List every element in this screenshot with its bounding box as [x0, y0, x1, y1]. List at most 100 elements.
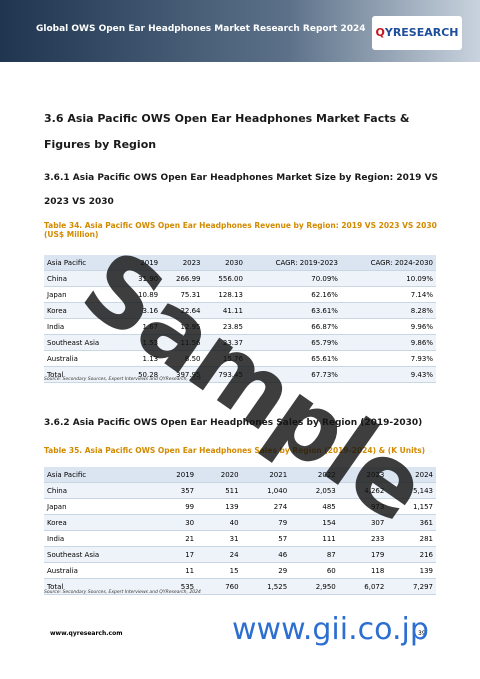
cell: 307	[338, 514, 388, 531]
cell: 281	[387, 530, 436, 547]
cell: 22.64	[161, 302, 204, 319]
table-row: India 1.67 12.95 23.85 66.87% 9.96%	[44, 318, 436, 335]
cell: 8.50	[161, 350, 204, 367]
cell: 973	[338, 498, 388, 515]
column-header: 2023	[161, 255, 204, 271]
row-label: Total	[44, 578, 153, 595]
source: Source: Secondary Sources, Expert Interv…	[44, 590, 201, 595]
cell: 7.93%	[340, 350, 436, 367]
table-row: Southeast Asia 1.53 11.56 23.37 65.79% 9.86%	[44, 334, 436, 351]
source: Source: Secondary Sources, Expert Interv…	[44, 377, 201, 382]
table-row: Japan 99 139 274 485 973 1,157	[44, 498, 436, 515]
cell: 1.53	[124, 334, 162, 351]
row-label: Southeast Asia	[44, 334, 125, 351]
subheading: 3.6.2 Asia Pacific OWS Open Ear Headphon…	[44, 418, 423, 428]
cell: 3.16	[124, 302, 162, 319]
column-header: 2024	[387, 467, 436, 483]
cell: 1.67	[124, 318, 162, 335]
column-header: 2019	[124, 255, 162, 271]
cell: 50.28	[124, 366, 162, 383]
cell: 118	[338, 562, 388, 579]
cell: 216	[387, 546, 436, 563]
cell: 10.09%	[340, 270, 436, 287]
cell: 57	[241, 530, 291, 547]
logo-q: Q	[375, 26, 385, 39]
cell: 233	[338, 530, 388, 547]
table-row: Japan 10.89 75.31 128.13 62.16% 7.14%	[44, 286, 436, 303]
cell: 17	[152, 546, 198, 563]
cell: 99	[152, 498, 198, 515]
row-label: China	[44, 270, 125, 287]
column-header: 2030	[203, 255, 246, 271]
header-title: Global OWS Open Ear Headphones Market Re…	[36, 24, 366, 34]
column-header: CAGR: 2024-2030	[340, 255, 436, 271]
cell: 5,143	[387, 482, 436, 499]
row-label: China	[44, 482, 153, 499]
column-header: CAGR: 2019-2023	[245, 255, 341, 271]
cell: 485	[290, 498, 339, 515]
cell: 11.56	[161, 334, 204, 351]
table-row: Total 50.28 397.95 793.45 67.73% 9.43%	[44, 366, 436, 383]
cell: 1,157	[387, 498, 436, 515]
cell: 556.00	[203, 270, 246, 287]
cell: 24	[197, 546, 242, 563]
cell: 15.76	[203, 350, 246, 367]
page-number: 39	[418, 630, 426, 637]
watermark-site: www.gii.co.jp	[232, 612, 429, 647]
cell: 793.45	[203, 366, 246, 383]
cell: 760	[197, 578, 242, 595]
cell: 179	[338, 546, 388, 563]
row-label: Australia	[44, 350, 125, 367]
header-row: Asia Pacific 2019 2023 2030 CAGR: 2019-2023 C…	[44, 255, 436, 271]
column-header: 2023	[338, 467, 388, 483]
cell: 63.61%	[245, 302, 341, 319]
cell: 31.90	[124, 270, 162, 287]
cell: 9.43%	[340, 366, 436, 383]
logo-text: RESEARCH	[392, 26, 459, 39]
cell: 67.73%	[245, 366, 341, 383]
cell: 361	[387, 514, 436, 531]
cell: 139	[387, 562, 436, 579]
cell: 15	[197, 562, 242, 579]
row-label: India	[44, 530, 153, 547]
row-label: Southeast Asia	[44, 546, 153, 563]
cell: 21	[152, 530, 198, 547]
cell: 266.99	[161, 270, 204, 287]
row-label: Japan	[44, 286, 125, 303]
table-row: Australia 1.13 8.50 15.76 65.61% 7.93%	[44, 350, 436, 367]
table-row: Total 535 760 1,525 2,950 6,072 7,297	[44, 578, 436, 595]
section-heading: 3.6 Asia Pacific OWS Open Ear Headphones…	[44, 112, 410, 151]
cell: 66.87%	[245, 318, 341, 335]
row-label: India	[44, 318, 125, 335]
cell: 11	[152, 562, 198, 579]
cell: 65.79%	[245, 334, 341, 351]
cell: 111	[290, 530, 339, 547]
cell: 2,053	[290, 482, 339, 499]
column-header: 2021	[241, 467, 291, 483]
cell: 30	[152, 514, 198, 531]
cell: 274	[241, 498, 291, 515]
column-header: 2022	[290, 467, 339, 483]
subheading: 3.6.1 Asia Pacific OWS Open Ear Headphon…	[44, 173, 439, 207]
table: Asia Pacific 2019 2020 2021 2022 2023 2024 Chin…	[44, 467, 436, 595]
cell: 6,072	[338, 578, 388, 595]
cell: 397.95	[161, 366, 204, 383]
footer-url: www.qyresearch.com	[50, 630, 123, 637]
cell: 31	[197, 530, 242, 547]
cell: 535	[152, 578, 198, 595]
cell: 79	[241, 514, 291, 531]
row-label: Japan	[44, 498, 153, 515]
cell: 7.14%	[340, 286, 436, 303]
cell: 75.31	[161, 286, 204, 303]
cell: 9.96%	[340, 318, 436, 335]
header-row: Asia Pacific 2019 2020 2021 2022 2023 2024	[44, 467, 436, 483]
cell: 154	[290, 514, 339, 531]
cell: 29	[241, 562, 291, 579]
cell: 1.13	[124, 350, 162, 367]
cell: 8.28%	[340, 302, 436, 319]
table-caption: Table 34. Asia Pacific OWS Open Ear Head…	[44, 221, 437, 239]
column-header: Asia Pacific	[44, 255, 125, 271]
row-label: Korea	[44, 302, 125, 319]
logo-y: Y	[384, 26, 393, 39]
